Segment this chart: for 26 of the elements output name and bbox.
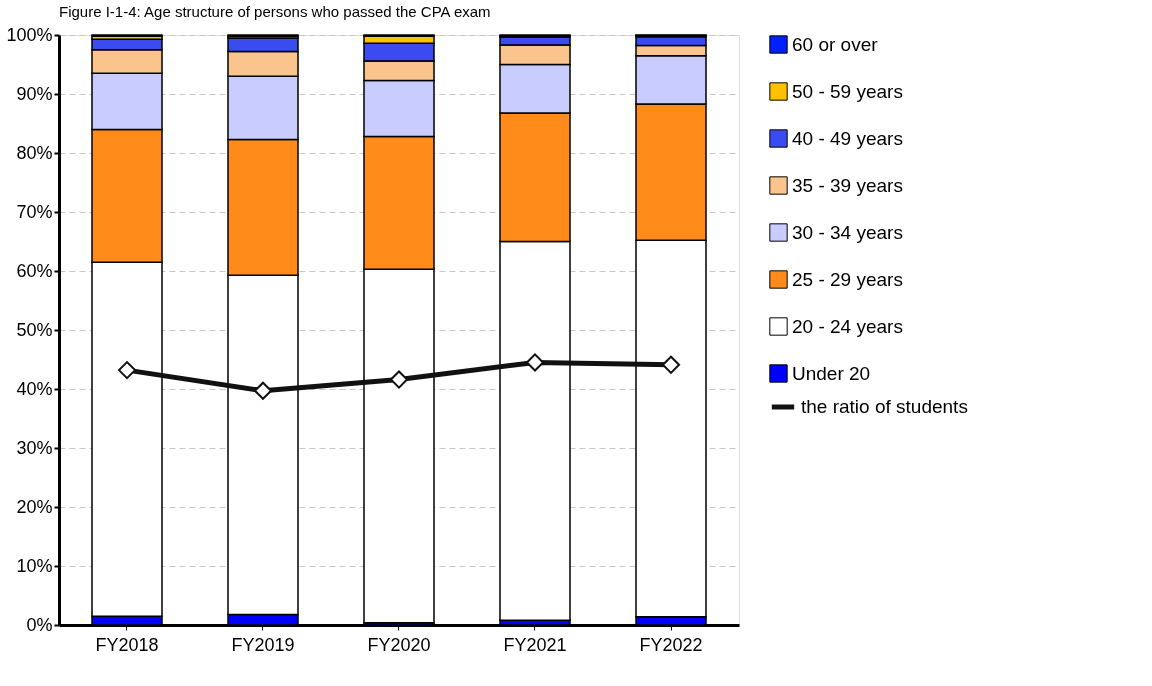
legend-label: 25 - 29 years <box>792 268 903 290</box>
y-tick-label: 40% <box>16 378 53 399</box>
legend-label: 40 - 49 years <box>792 127 903 149</box>
y-tick-label: 80% <box>16 142 53 163</box>
legend-label: 35 - 39 years <box>792 174 903 196</box>
y-tick-label: 60% <box>16 260 53 281</box>
legend-label: 20 - 24 years <box>792 315 903 337</box>
legend-label: the ratio of students <box>801 396 968 417</box>
y-tick-label: 70% <box>16 201 53 222</box>
legend-label: 30 - 34 years <box>792 221 903 243</box>
x-tick-label: FY2022 <box>639 634 703 655</box>
legend-label: Under 20 <box>792 362 871 384</box>
x-tick-label: FY2018 <box>95 634 159 655</box>
x-tick-label: FY2021 <box>503 634 567 655</box>
y-tick-label: 30% <box>16 437 53 458</box>
y-tick-label: 100% <box>6 24 53 45</box>
y-tick-label: 10% <box>16 555 53 576</box>
y-tick-label: 20% <box>16 496 53 517</box>
y-tick-label: 90% <box>16 83 53 104</box>
y-tick-label: 0% <box>26 614 53 635</box>
x-tick-label: FY2020 <box>367 634 431 655</box>
chart-title: Figure I-1-4: Age structure of persons who passed the CPA exam <box>59 3 491 20</box>
legend-label: 60 or over <box>792 33 879 55</box>
x-tick-label: FY2019 <box>231 634 295 655</box>
y-tick-label: 50% <box>16 319 53 340</box>
legend-label: 50 - 59 years <box>792 80 903 102</box>
